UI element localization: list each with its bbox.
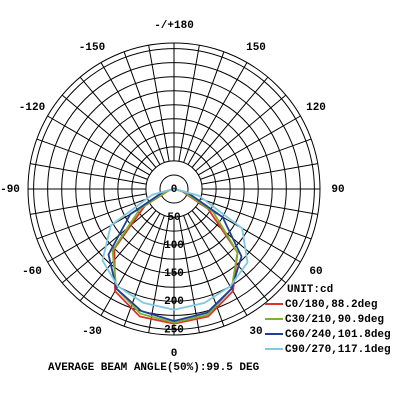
- spoke: [30, 193, 147, 215]
- spoke: [36, 138, 148, 180]
- angle-tick-label: -90: [0, 184, 20, 196]
- spoke: [123, 51, 165, 163]
- spoke: [183, 51, 225, 163]
- r-tick-label: 0: [171, 184, 178, 196]
- intensity-curve: [101, 188, 249, 311]
- spoke: [100, 213, 161, 316]
- r-tick-label: 250: [164, 324, 184, 336]
- angle-tick-label: -150: [79, 42, 105, 54]
- spoke: [148, 45, 170, 162]
- angle-tick-label: 150: [246, 42, 266, 54]
- footer: AVERAGE BEAM ANGLE(50%):99.5 DEG: [48, 362, 260, 374]
- angle-tick-label: 60: [309, 266, 322, 278]
- labels: 0 50 100 150 200 250 -/+180 150 120 90 60 30 0 -30 -60…: [0, 20, 391, 360]
- spoke: [79, 76, 157, 168]
- spoke: [191, 76, 269, 168]
- angle-tick-label: -120: [19, 102, 45, 114]
- spoke: [200, 138, 312, 180]
- spoke: [187, 62, 248, 165]
- spoke: [187, 213, 248, 316]
- spoke: [30, 163, 147, 185]
- spoke: [123, 215, 165, 327]
- spoke: [198, 115, 301, 176]
- spoke: [178, 45, 200, 162]
- intensity-curve: [107, 188, 243, 322]
- spoke: [183, 215, 225, 327]
- spoke: [61, 206, 153, 284]
- curves: [101, 188, 249, 325]
- angle-tick-label: -60: [22, 266, 42, 278]
- spoke: [61, 94, 153, 172]
- spoke: [200, 198, 312, 240]
- spoke: [195, 206, 287, 284]
- legend-label: C90/270,117.1deg: [285, 344, 391, 356]
- spoke: [36, 198, 148, 240]
- angle-tick-label: -/+180: [154, 20, 194, 32]
- spoke: [201, 193, 318, 215]
- polar-grid: [27, 42, 321, 336]
- r-tick-label: 200: [164, 296, 184, 308]
- angle-tick-label: 90: [331, 184, 344, 196]
- spoke: [47, 115, 150, 176]
- r-tick-label: 150: [164, 268, 184, 280]
- spoke: [195, 94, 287, 172]
- spoke: [191, 210, 269, 302]
- legend-label: C0/180,88.2deg: [285, 299, 377, 311]
- spoke: [79, 210, 157, 302]
- angle-tick-label: 30: [249, 326, 262, 338]
- spoke: [178, 216, 200, 333]
- legend-label: C30/210,90.9deg: [285, 314, 384, 326]
- angle-tick-label: -30: [82, 326, 102, 338]
- spoke: [100, 62, 161, 165]
- unit-label: UNIT:cd: [287, 284, 333, 296]
- r-tick-label: 50: [167, 212, 180, 224]
- angle-tick-label: 120: [306, 102, 326, 114]
- spoke: [201, 163, 318, 185]
- minor-ring: [159, 174, 189, 204]
- angle-tick-label: 0: [171, 348, 178, 360]
- legend-label: C60/240,101.8deg: [285, 329, 391, 341]
- r-tick-label: 100: [164, 240, 184, 252]
